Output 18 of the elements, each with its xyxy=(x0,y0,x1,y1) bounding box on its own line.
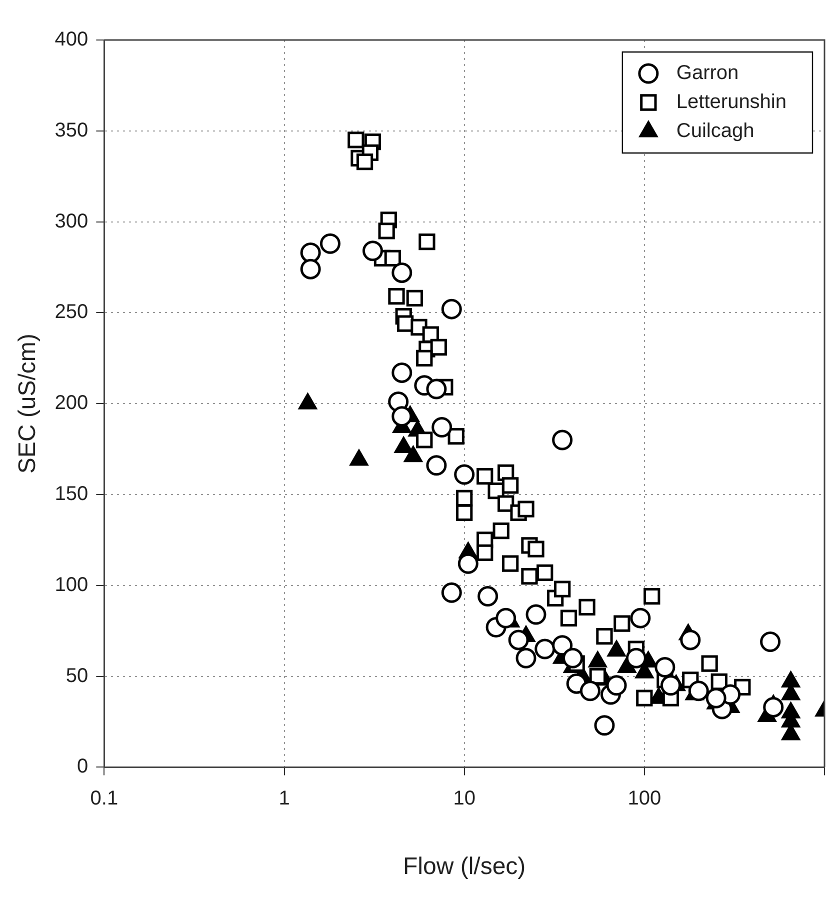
x-tick-label: 10 xyxy=(453,788,476,810)
x-tick-label: 100 xyxy=(628,788,662,810)
x-axis-title: Flow (l/sec) xyxy=(403,853,526,880)
x-tick-label: 1 xyxy=(278,788,290,810)
y-tick-label: 100 xyxy=(54,574,88,596)
y-tick-label: 350 xyxy=(54,119,88,142)
legend-label: Garron xyxy=(676,62,739,84)
x-tick-label: 0.1 xyxy=(90,788,118,810)
y-axis-title: SEC (uS/cm) xyxy=(14,334,42,474)
legend-label: Letterunshin xyxy=(676,91,786,114)
y-tick-label: 0 xyxy=(77,756,88,778)
y-tick-label: 200 xyxy=(54,392,88,414)
y-tick-label: 250 xyxy=(54,301,88,324)
legend-label: Cuilcagh xyxy=(676,120,754,142)
y-tick-label: 400 xyxy=(54,28,88,51)
y-tick-label: 50 xyxy=(66,664,88,687)
y-tick-label: 150 xyxy=(54,483,88,506)
y-tick-label: 300 xyxy=(54,210,88,232)
